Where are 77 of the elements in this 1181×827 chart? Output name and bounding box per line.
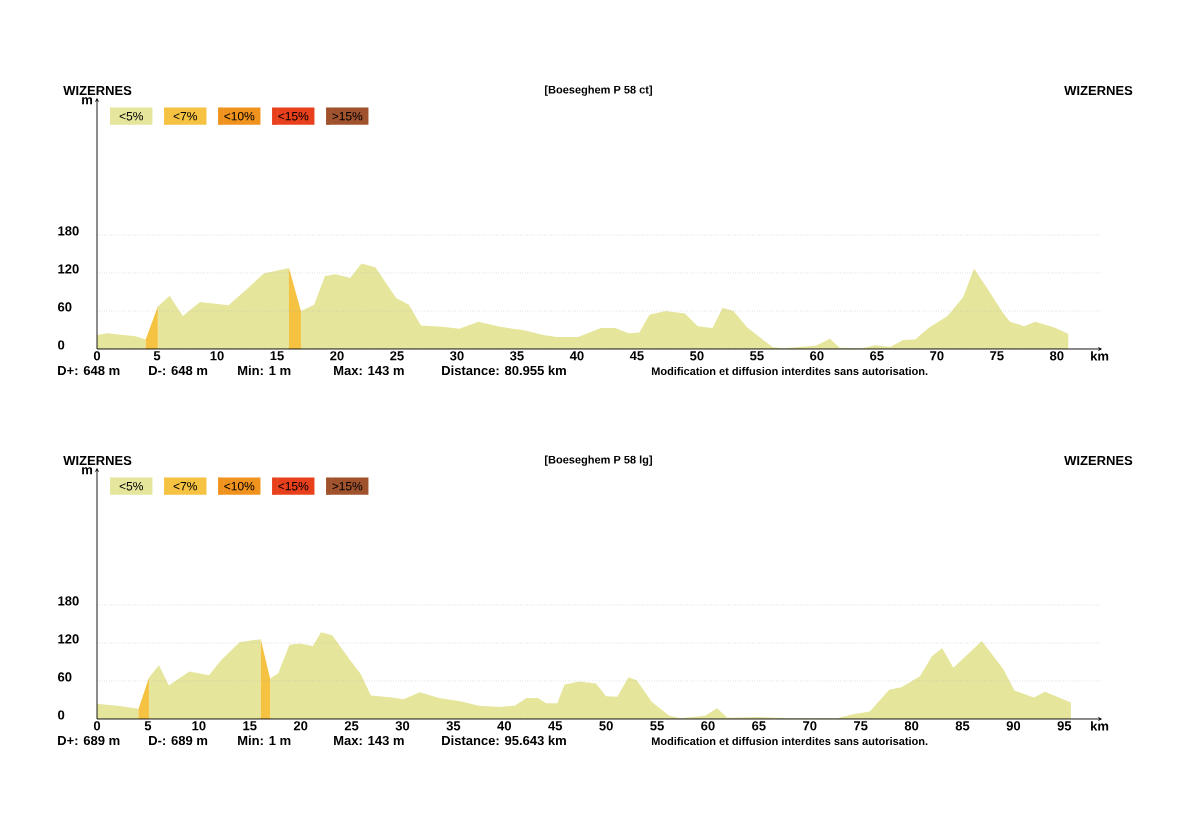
text: Modification et diffusion interdites sans autorisation. bbox=[651, 367, 928, 376]
y-tick-label: 180 bbox=[58, 596, 79, 606]
y-tick-label: 0 bbox=[58, 340, 65, 350]
text: WIZERNES bbox=[1064, 455, 1133, 466]
legend-label: <5% bbox=[119, 111, 143, 121]
x-tick-label: 65 bbox=[752, 721, 766, 731]
legend-label: <10% bbox=[224, 481, 255, 491]
x-tick-label: 70 bbox=[930, 351, 944, 361]
x-tick-label: 40 bbox=[497, 721, 511, 731]
x-tick-label: 95 bbox=[1057, 721, 1072, 731]
x-tick-label: 0 bbox=[93, 351, 101, 361]
y-tick-label: 60 bbox=[58, 672, 72, 682]
x-tick-label: 50 bbox=[599, 721, 613, 731]
text: Min: 1 m bbox=[238, 365, 291, 375]
text: WIZERNES bbox=[63, 455, 132, 466]
x-tick-label: 35 bbox=[509, 351, 524, 361]
x-tick-label: 5 bbox=[144, 721, 152, 731]
legend-label: <7% bbox=[173, 481, 197, 491]
x-tick-label: 25 bbox=[344, 721, 359, 731]
x-tick-label: 5 bbox=[153, 351, 161, 361]
x-tick-label: 0 bbox=[93, 721, 101, 731]
text: D-: 648 m bbox=[149, 365, 208, 376]
x-tick-label: 15 bbox=[243, 721, 257, 731]
text: Distance: 80.955 km bbox=[442, 365, 566, 376]
x-tick-label: 55 bbox=[750, 351, 764, 361]
x-tick-label: 45 bbox=[629, 351, 644, 361]
chart-title: [Boeseghem P 58 lg] bbox=[545, 455, 652, 466]
y-axis-title: m bbox=[82, 97, 92, 105]
x-tick-label: 20 bbox=[293, 721, 308, 731]
x-tick-label: 25 bbox=[390, 351, 404, 361]
x-tick-label: 30 bbox=[450, 351, 464, 361]
legend-label: <15% bbox=[278, 111, 309, 121]
legend-label: >15% bbox=[332, 481, 363, 491]
y-tick-label: 120 bbox=[58, 264, 79, 274]
y-axis-title: m bbox=[82, 467, 92, 475]
x-tick-label: 70 bbox=[803, 721, 817, 731]
x-tick-label: 80 bbox=[904, 721, 919, 731]
legend-label: <5% bbox=[119, 481, 143, 491]
legend-label: <15% bbox=[278, 481, 309, 491]
x-tick-label: 60 bbox=[810, 351, 824, 361]
x-tick-label: 40 bbox=[569, 351, 584, 361]
text: D+: 648 m bbox=[58, 365, 120, 376]
text: WIZERNES bbox=[1064, 85, 1133, 96]
text: Min: 1 m bbox=[238, 735, 291, 745]
x-tick-label: 45 bbox=[548, 721, 563, 731]
x-tick-label: 75 bbox=[854, 721, 868, 731]
x-tick-label: 50 bbox=[690, 351, 704, 361]
x-tick-label: 80 bbox=[1049, 351, 1064, 361]
x-axis-title: km bbox=[1091, 351, 1109, 361]
text: Modification et diffusion interdites sans autorisation. bbox=[651, 737, 928, 746]
text: Max: 143 m bbox=[334, 735, 404, 746]
legend-label: >15% bbox=[332, 111, 363, 121]
x-tick-label: 20 bbox=[330, 351, 344, 361]
x-tick-label: 35 bbox=[446, 721, 461, 731]
x-axis-title: km bbox=[1091, 721, 1109, 731]
legend-label: <7% bbox=[173, 111, 197, 121]
x-tick-label: 30 bbox=[395, 721, 410, 731]
x-tick-label: 15 bbox=[270, 351, 284, 361]
y-tick-label: 120 bbox=[58, 634, 79, 644]
x-tick-label: 55 bbox=[650, 721, 664, 731]
x-tick-label: 10 bbox=[192, 721, 206, 731]
chart-title: [Boeseghem P 58 ct] bbox=[545, 85, 652, 96]
y-tick-label: 60 bbox=[58, 302, 72, 312]
y-tick-label: 0 bbox=[58, 710, 65, 720]
x-tick-label: 85 bbox=[955, 721, 970, 731]
x-tick-label: 60 bbox=[701, 721, 715, 731]
x-tick-label: 75 bbox=[990, 351, 1004, 361]
text: D+: 689 m bbox=[58, 735, 120, 746]
text: Distance: 95.643 km bbox=[442, 735, 566, 746]
x-tick-label: 65 bbox=[870, 351, 884, 361]
text: Max: 143 m bbox=[334, 365, 404, 376]
x-tick-label: 90 bbox=[1006, 721, 1021, 731]
x-tick-label: 10 bbox=[210, 351, 224, 361]
text: D-: 689 m bbox=[149, 735, 208, 746]
legend-label: <10% bbox=[224, 111, 255, 121]
y-tick-label: 180 bbox=[58, 226, 79, 236]
text: WIZERNES bbox=[63, 85, 132, 96]
